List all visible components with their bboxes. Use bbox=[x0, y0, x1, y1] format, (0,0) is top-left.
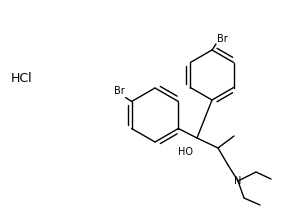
Text: Br: Br bbox=[114, 86, 125, 96]
Text: Br: Br bbox=[217, 34, 228, 44]
Text: HCl: HCl bbox=[11, 72, 33, 85]
Text: N: N bbox=[234, 176, 242, 186]
Text: HO: HO bbox=[178, 147, 193, 157]
